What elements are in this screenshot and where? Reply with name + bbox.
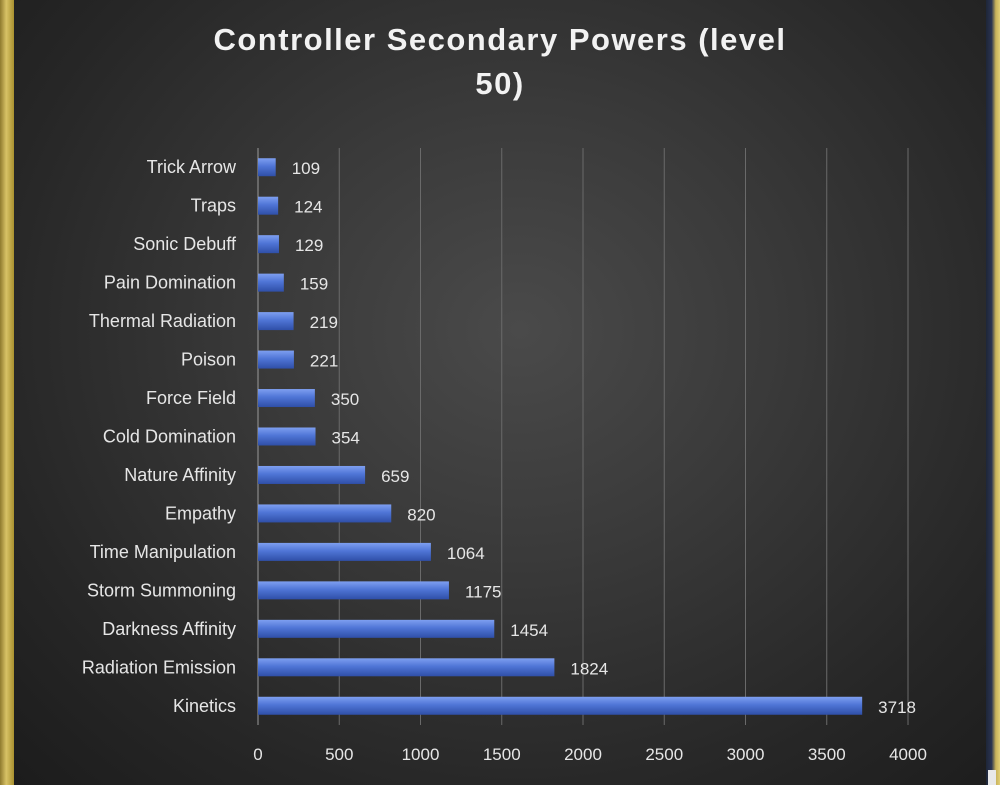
bar bbox=[258, 619, 495, 638]
x-tick-label: 1500 bbox=[483, 745, 521, 764]
x-tick-label: 500 bbox=[325, 745, 353, 764]
x-tick-label: 0 bbox=[253, 745, 262, 764]
category-label: Storm Summoning bbox=[87, 580, 236, 600]
frame-left-border bbox=[0, 0, 14, 785]
data-label: 3718 bbox=[878, 698, 916, 717]
bar bbox=[258, 235, 279, 254]
chart-title-line-1: Controller Secondary Powers (level bbox=[213, 22, 787, 57]
data-label: 159 bbox=[300, 275, 328, 294]
category-label: Poison bbox=[181, 350, 236, 370]
category-label: Kinetics bbox=[173, 696, 236, 716]
chart-title-line-2: 50) bbox=[475, 66, 525, 101]
bars bbox=[258, 158, 863, 715]
bar bbox=[258, 312, 294, 331]
bar bbox=[258, 196, 279, 215]
data-label: 1824 bbox=[570, 659, 608, 678]
category-label: Time Manipulation bbox=[90, 542, 236, 562]
bar bbox=[258, 350, 294, 369]
data-label: 1064 bbox=[447, 544, 485, 563]
bar bbox=[258, 273, 284, 292]
data-label: 221 bbox=[310, 352, 338, 371]
x-tick-label: 1000 bbox=[402, 745, 440, 764]
bar bbox=[258, 696, 863, 715]
data-label: 354 bbox=[332, 429, 360, 448]
bar bbox=[258, 658, 555, 677]
category-label: Cold Domination bbox=[103, 427, 236, 447]
bar bbox=[258, 504, 392, 523]
category-label: Thermal Radiation bbox=[89, 311, 236, 331]
x-tick-label: 2000 bbox=[564, 745, 602, 764]
category-label: Force Field bbox=[146, 388, 236, 408]
chart-title: Controller Secondary Powers (level 50) bbox=[14, 18, 986, 106]
scroll-marker bbox=[988, 770, 996, 785]
category-label: Empathy bbox=[165, 503, 236, 523]
category-label: Radiation Emission bbox=[82, 657, 236, 677]
bar bbox=[258, 581, 449, 600]
category-label: Pain Domination bbox=[104, 273, 236, 293]
data-label: 124 bbox=[294, 198, 322, 217]
bar bbox=[258, 427, 316, 446]
data-label: 350 bbox=[331, 390, 359, 409]
bar bbox=[258, 465, 366, 484]
data-label: 820 bbox=[407, 505, 435, 524]
x-tick-label: 2500 bbox=[645, 745, 683, 764]
bar bbox=[258, 389, 315, 408]
category-label: Darkness Affinity bbox=[102, 619, 236, 639]
bar bbox=[258, 542, 431, 561]
frame-right-border bbox=[986, 0, 1000, 785]
x-tick-label: 3500 bbox=[808, 745, 846, 764]
data-label: 1175 bbox=[465, 582, 502, 601]
chart-panel bbox=[14, 0, 986, 785]
category-label: Sonic Debuff bbox=[133, 234, 237, 254]
x-tick-label: 3000 bbox=[727, 745, 765, 764]
data-label: 109 bbox=[292, 159, 320, 178]
labels: 0 500 1000 1500 2000 2500 3000 3500 4000 Trick Ar… bbox=[82, 157, 927, 764]
data-label: 219 bbox=[310, 313, 338, 332]
data-label: 659 bbox=[381, 467, 409, 486]
category-label: Traps bbox=[191, 196, 236, 216]
x-tick-label: 4000 bbox=[889, 745, 927, 764]
bar bbox=[258, 158, 276, 177]
category-label: Trick Arrow bbox=[147, 157, 237, 177]
data-label: 1454 bbox=[510, 621, 548, 640]
data-label: 129 bbox=[295, 236, 323, 255]
category-label: Nature Affinity bbox=[124, 465, 236, 485]
